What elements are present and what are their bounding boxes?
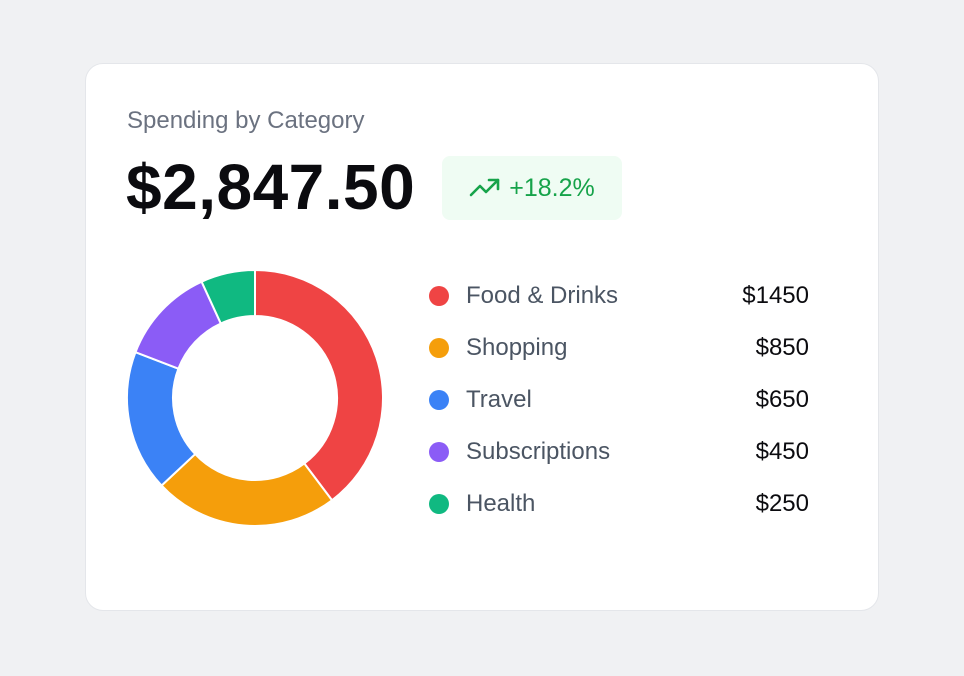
legend-value: $1450 <box>742 282 809 309</box>
donut-slice-health <box>200 269 256 325</box>
legend-dot <box>429 286 449 306</box>
change-badge: +18.2% <box>442 156 622 220</box>
legend-dot <box>429 494 449 514</box>
legend-label: Health <box>466 490 536 517</box>
legend-label: Subscriptions <box>466 438 611 465</box>
donut-slice-shopping <box>160 453 334 527</box>
legend-dot <box>429 442 449 462</box>
legend-dot <box>429 338 449 358</box>
legend-item-subscriptions: Subscriptions $450 <box>429 426 809 478</box>
legend-item-food-drinks: Food & Drinks $1450 <box>429 270 809 322</box>
donut-chart <box>123 266 387 530</box>
legend-dot <box>429 390 449 410</box>
trending-up-icon <box>469 178 500 197</box>
legend-value: $450 <box>755 438 809 465</box>
legend-label: Travel <box>466 386 532 413</box>
legend-value: $850 <box>755 334 809 361</box>
legend-item-shopping: Shopping $850 <box>429 322 809 374</box>
legend-value: $250 <box>755 490 809 517</box>
donut-slice-food-drinks <box>254 269 384 502</box>
legend: Food & Drinks $1450 Shopping $850 Travel $650… <box>429 270 809 530</box>
card-title: Spending by Category <box>127 107 365 134</box>
total-amount: $2,847.50 <box>126 151 416 223</box>
legend-value: $650 <box>755 386 809 413</box>
legend-label: Food & Drinks <box>466 282 619 309</box>
donut-svg <box>126 269 384 527</box>
legend-item-health: Health $250 <box>429 478 809 530</box>
spending-card: Spending by Category $2,847.50 +18.2% Fo… <box>85 63 879 611</box>
legend-label: Shopping <box>466 334 568 361</box>
change-label: +18.2% <box>509 173 595 202</box>
legend-item-travel: Travel $650 <box>429 374 809 426</box>
